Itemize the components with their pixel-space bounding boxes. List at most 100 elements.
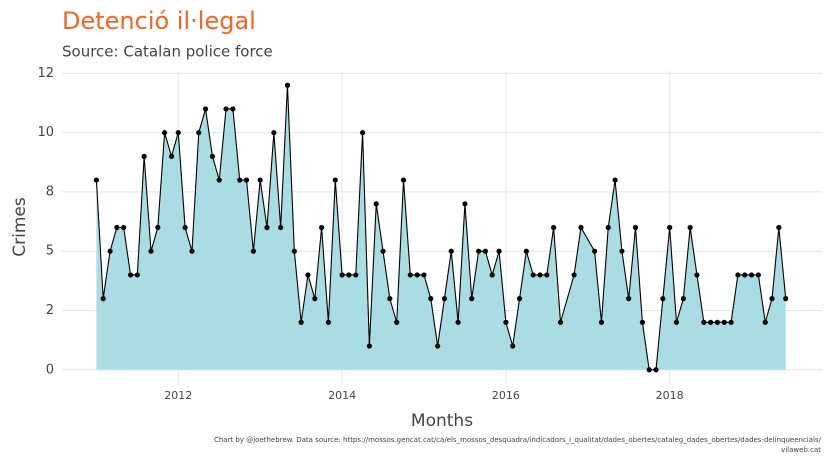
y-tick-label: 12 (37, 66, 54, 81)
point (196, 130, 202, 136)
point (612, 177, 618, 183)
point (141, 153, 147, 159)
point (312, 296, 318, 302)
point (298, 319, 304, 325)
y-tick-label: 8 (46, 184, 54, 199)
point (223, 106, 229, 112)
point (353, 272, 359, 278)
point (605, 224, 611, 231)
x-tick-label: 2018 (656, 389, 684, 402)
x-tick-label: 2016 (492, 389, 520, 402)
point (708, 319, 714, 325)
y-axis-title: Crimes (10, 197, 30, 257)
point (202, 106, 209, 112)
point (380, 248, 386, 254)
point (742, 272, 748, 278)
point (455, 319, 461, 325)
point (168, 153, 175, 159)
x-tick-label: 2012 (164, 389, 192, 402)
point (257, 177, 263, 183)
point (319, 224, 325, 231)
point (332, 177, 338, 183)
point (237, 177, 243, 183)
point (441, 296, 448, 302)
point (503, 319, 509, 325)
point (107, 248, 113, 254)
point (755, 272, 761, 278)
point (394, 319, 400, 325)
point (510, 343, 516, 349)
point (660, 296, 666, 302)
line (95, 85, 787, 371)
point (387, 296, 393, 302)
point (748, 272, 755, 278)
point (100, 296, 106, 302)
point (373, 201, 379, 207)
point (216, 177, 222, 183)
point (93, 177, 99, 183)
point (783, 296, 789, 302)
point (639, 319, 646, 325)
point (680, 296, 686, 302)
y-tick-label: 2 (46, 303, 54, 318)
point (537, 272, 543, 278)
point (162, 130, 168, 136)
point (496, 248, 502, 254)
point (291, 248, 297, 254)
x-tick-label: 2014 (328, 389, 356, 402)
point (476, 248, 482, 254)
point (305, 272, 311, 278)
point (673, 319, 680, 325)
point (271, 130, 277, 136)
point (243, 177, 250, 183)
point (626, 296, 632, 302)
point (516, 296, 523, 302)
point (359, 130, 366, 136)
point (701, 319, 707, 325)
point (400, 177, 407, 183)
y-tick-label: 10 (37, 125, 54, 140)
chart-subtitle: Source: Catalan police force (62, 43, 273, 61)
point (632, 224, 639, 231)
y-tick-label: 5 (46, 244, 54, 259)
point (544, 272, 550, 278)
point (762, 319, 768, 325)
point (148, 248, 154, 254)
point (714, 319, 721, 325)
point (182, 224, 188, 231)
point (435, 343, 441, 349)
point (482, 248, 489, 254)
point (278, 224, 284, 231)
x-axis-title: Months (411, 411, 473, 431)
caption: Chart by @joethebrew. Data source: https… (214, 436, 822, 444)
point (769, 296, 775, 302)
point (428, 296, 434, 302)
point (414, 272, 420, 278)
point (776, 224, 782, 231)
point (175, 130, 181, 136)
point (735, 272, 741, 278)
point (578, 224, 584, 231)
point (189, 248, 195, 254)
y-tick-label: 0 (46, 362, 54, 377)
point (694, 272, 700, 278)
point (448, 248, 454, 254)
point (728, 319, 734, 325)
area (96, 85, 786, 370)
point (653, 367, 659, 373)
point (346, 272, 352, 278)
point (284, 82, 291, 88)
point (134, 272, 140, 278)
point (407, 272, 413, 278)
point (591, 248, 598, 254)
caption: vilaweb.cat (781, 446, 821, 454)
point (155, 224, 161, 231)
point (421, 272, 427, 278)
point (121, 224, 127, 231)
point (264, 224, 270, 231)
chart-title: Detenció il·legal (62, 7, 256, 35)
point (557, 319, 564, 325)
point (230, 106, 236, 112)
point (366, 343, 372, 349)
